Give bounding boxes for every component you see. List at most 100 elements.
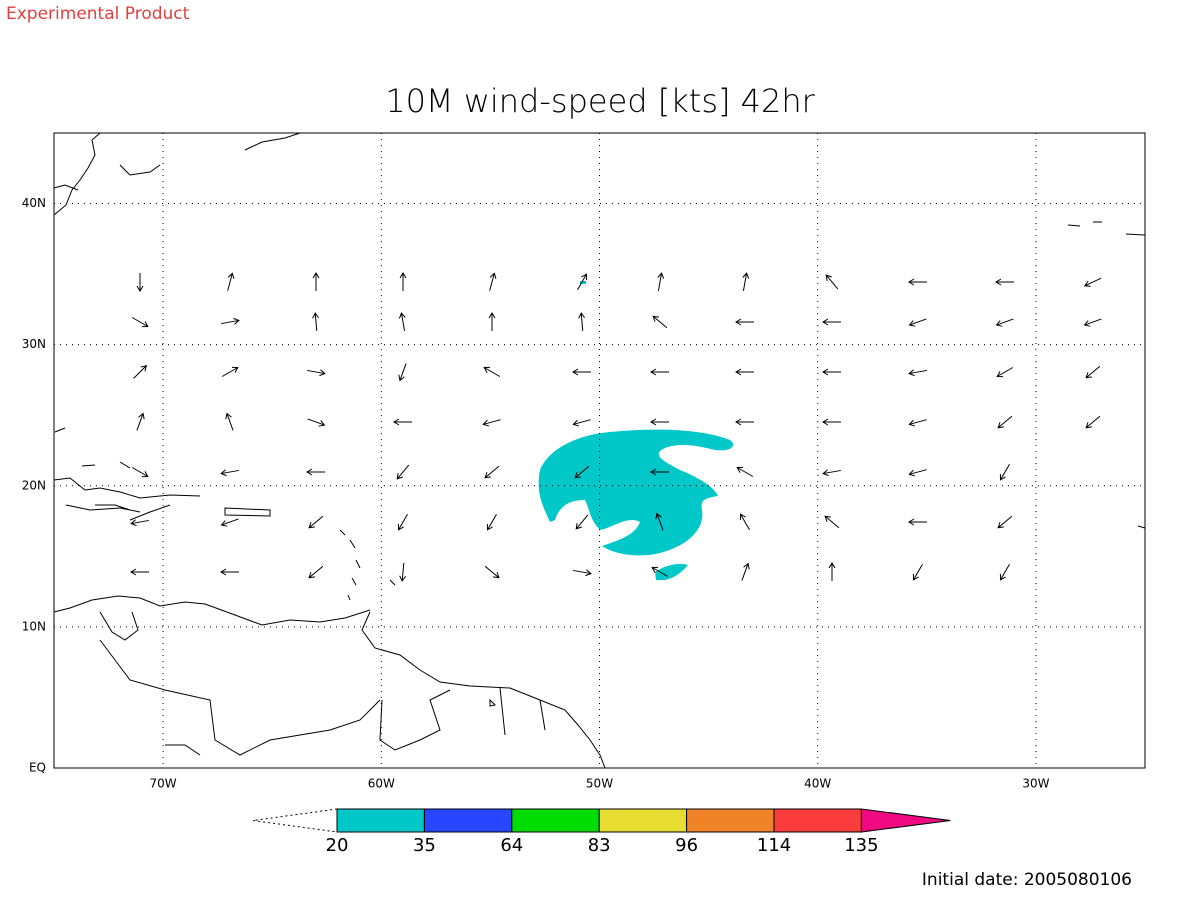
colorbar-under: [252, 808, 338, 833]
wind-arrow: [133, 364, 148, 379]
map-frame: 70W 60W 50W 40W 30W EQ 10N 20N 30N 40N: [22, 132, 1146, 791]
wind-arrow: [308, 565, 324, 579]
wind-arrow: [131, 467, 149, 478]
wind-arrow: [220, 568, 239, 576]
wind-arrow: [396, 464, 410, 480]
wind-arrow: [997, 415, 1013, 429]
wind-arrow: [742, 272, 750, 291]
wind-arrow: [908, 419, 927, 427]
wind-arrow: [397, 513, 408, 531]
wind-arrow: [1085, 415, 1101, 429]
colorbar-label: 20: [326, 835, 349, 856]
colorbar-label: 114: [757, 835, 791, 856]
wind-area: [538, 429, 734, 556]
wind-arrow: [574, 465, 590, 479]
wind-arrow: [1083, 277, 1102, 287]
wind-arrow: [739, 513, 750, 531]
wind-arrow: [393, 418, 412, 426]
wind-arrow: [572, 419, 591, 427]
wind-vectors: [130, 272, 1102, 582]
map-title: 10M wind-speed [kts] 42hr: [385, 82, 815, 120]
wind-arrow: [130, 519, 149, 527]
grid: 70W 60W 50W 40W 30W EQ 10N 20N 30N 40N: [22, 133, 1145, 791]
wind-arrow: [136, 412, 145, 431]
colorbar-box: [423, 808, 513, 833]
wind-arrow: [136, 273, 144, 292]
wind-arrow: [822, 469, 841, 477]
wind-arrow: [651, 566, 669, 577]
wind-arrow: [483, 366, 501, 377]
lat-tick-label: 30N: [22, 337, 46, 351]
wind-arrow: [220, 518, 239, 527]
lon-tick-label: 60W: [368, 777, 395, 791]
colorbar-box: [686, 808, 775, 833]
wind-arrow: [399, 562, 407, 582]
wind-arrow: [822, 418, 841, 426]
colorbar-box: [336, 808, 425, 833]
colorbar-box: [773, 808, 862, 833]
wind-arrow: [484, 465, 500, 479]
wind-arrow: [130, 568, 149, 576]
lat-tick-label: 20N: [22, 478, 46, 492]
colorbar-label: 35: [413, 835, 436, 856]
wind-arrow: [221, 317, 240, 325]
wind-arrow: [482, 419, 501, 427]
wind-arrow: [828, 562, 836, 581]
lat-tick-label: 10N: [22, 619, 46, 633]
lon-tick-label: 70W: [150, 777, 177, 791]
wind-arrow: [908, 278, 927, 286]
wind-arrow: [999, 563, 1010, 581]
coastline: [53, 132, 1146, 769]
lon-tick-label: 50W: [586, 777, 613, 791]
wind-arrow: [221, 366, 239, 377]
colorbar-over: [860, 808, 951, 833]
lat-tick-label: EQ: [29, 761, 46, 775]
colorbar-box: [598, 808, 688, 833]
map-border: [53, 132, 1146, 769]
colorbar-label: 64: [500, 835, 523, 856]
wind-arrow: [577, 273, 588, 291]
wind-arrow: [736, 466, 754, 477]
wind-arrow: [995, 318, 1014, 327]
wind-arrow: [488, 312, 496, 331]
wind-arrow: [995, 278, 1014, 286]
wind-arrow: [308, 515, 324, 529]
wind-arrow: [999, 463, 1010, 481]
wind-arrow: [652, 315, 668, 329]
wind-arrow: [131, 317, 149, 328]
wind-arrow: [227, 272, 235, 291]
wind-arrow: [220, 469, 239, 477]
colorbar-box: [511, 808, 600, 833]
wind-arrow: [650, 368, 669, 376]
wind-arrow: [908, 369, 927, 377]
wind-arrow: [650, 468, 669, 476]
wind-arrow: [825, 274, 839, 290]
colorbar-label: 96: [675, 835, 698, 856]
wind-area: [655, 563, 688, 580]
colorbar-label: 83: [588, 835, 611, 856]
wind-arrow: [997, 515, 1013, 529]
wind-arrow: [657, 272, 665, 291]
wind-arrow: [578, 312, 586, 332]
wind-arrow: [741, 562, 750, 581]
wind-arrow: [312, 312, 320, 332]
initial-date: Initial date: 2005080106: [922, 870, 1132, 890]
wind-arrow: [655, 512, 664, 531]
wind-arrow: [398, 363, 407, 382]
lon-tick-label: 30W: [1022, 777, 1049, 791]
wind-arrow: [996, 367, 1014, 378]
note: Experimental Product: [6, 4, 190, 24]
wind-arrow: [908, 518, 927, 526]
colorbar-label: 135: [844, 835, 878, 856]
wind-arrow: [398, 312, 406, 331]
wind-arrow: [307, 369, 326, 377]
wind-arrow: [575, 514, 589, 530]
lon-tick-label: 40W: [804, 777, 831, 791]
wind-arrow: [484, 565, 500, 579]
wind-arrow: [822, 368, 841, 376]
wind-arrow: [1083, 318, 1102, 327]
wind-arrow: [735, 368, 754, 376]
colorbar: 20 35 64 83 96 114 135: [252, 808, 951, 856]
wind-arrow: [822, 318, 841, 326]
